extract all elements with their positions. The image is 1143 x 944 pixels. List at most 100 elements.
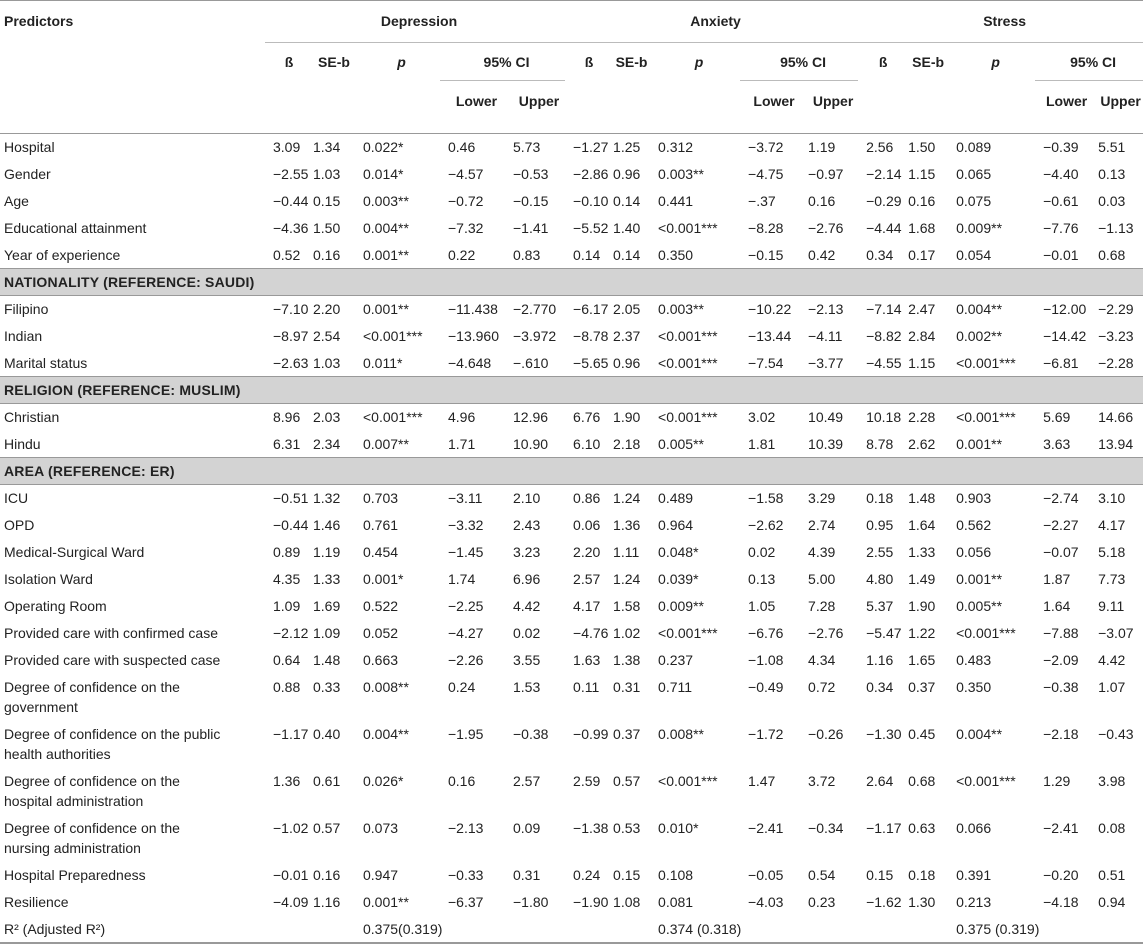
cell: −0.29 (866, 193, 902, 209)
data-row: Degree of confidence on the government 0.… (0, 674, 1143, 721)
cell: 0.001** (956, 435, 1003, 452)
cell: 4.17 (573, 598, 601, 614)
cell: 0.489 (658, 490, 694, 507)
cell: 0.86 (573, 490, 601, 507)
cell: 10.49 (808, 409, 844, 426)
cell: 0.46 (448, 139, 476, 156)
data-row: Medical-Surgical Ward 0.89 1.19 0.454 −1.45 3… (0, 539, 1143, 566)
cell: −0.10 (573, 193, 609, 209)
cell: <0.001*** (658, 772, 718, 789)
cell: −.610 (513, 354, 549, 371)
cell: 0.073 (363, 819, 399, 836)
row-label: OPD (4, 516, 35, 533)
cell: 0.903 (956, 490, 992, 507)
cell: 1.90 (908, 598, 936, 614)
row-label: Age (4, 192, 29, 209)
cell-spacer (858, 916, 948, 943)
cell: 0.004** (363, 220, 409, 236)
header-spacer (858, 81, 1035, 134)
cell: <0.001*** (363, 409, 423, 426)
column-header: SE-b (318, 53, 350, 70)
cell: 0.441 (658, 193, 694, 209)
cell: 2.56 (866, 139, 894, 156)
data-row: Resilience −4.09 1.16 0.001** −6.37 −1.80 −1.9… (0, 889, 1143, 916)
cell: 0.51 (1098, 867, 1126, 883)
cell: 1.46 (313, 517, 341, 533)
cell: −4.09 (273, 894, 309, 910)
cell: 0.001** (363, 301, 409, 318)
cell: 3.63 (1043, 435, 1071, 452)
data-row: Degree of confidence on the hospital adm… (0, 768, 1143, 815)
row-label: Medical-Surgical Ward (4, 543, 145, 560)
column-header: Lower (1045, 93, 1088, 109)
cell: 3.29 (808, 490, 836, 507)
cell: −4.76 (573, 625, 609, 641)
group-header: Stress (858, 0, 1143, 43)
cell: −0.97 (808, 166, 844, 182)
data-row: Provided care with confirmed case −2.12 1.… (0, 620, 1143, 647)
cell: 0.761 (363, 517, 399, 533)
cell: −8.82 (866, 328, 902, 344)
cell: 0.16 (908, 193, 936, 209)
cell: 12.96 (513, 409, 549, 426)
cell: −8.78 (573, 328, 609, 344)
cell: 1.50 (908, 139, 936, 156)
cell: 3.09 (273, 139, 301, 156)
cell: 1.69 (313, 598, 341, 614)
cell: 1.38 (613, 652, 641, 668)
row-label: Degree of confidence on the nursing admi… (4, 819, 180, 856)
cell: −3.32 (448, 517, 484, 533)
cell: −2.63 (273, 354, 309, 371)
row-label: ICU (4, 490, 29, 506)
cell: −2.26 (448, 652, 484, 668)
cell: 1.63 (573, 652, 601, 668)
cell: −1.80 (513, 894, 549, 910)
cell: 2.59 (573, 772, 601, 789)
cell: −2.25 (448, 598, 484, 614)
cell: 0.53 (613, 819, 641, 836)
column-header: Predictors (4, 13, 74, 29)
cell: 0.004** (956, 301, 1003, 318)
data-row: Degree of confidence on the nursing admi… (0, 815, 1143, 862)
cell: 0.02 (513, 625, 541, 641)
cell: 4.17 (1098, 517, 1126, 533)
cell: 0.57 (613, 772, 641, 789)
cell: 0.16 (313, 246, 341, 263)
cell: 0.02 (748, 544, 776, 560)
cell: −0.49 (748, 678, 784, 695)
data-row: Operating Room 1.09 1.69 0.522 −2.25 4.42 4.17… (0, 593, 1143, 620)
cell: 4.42 (1098, 652, 1126, 668)
cell: −0.33 (448, 867, 484, 883)
cell: 0.22 (448, 246, 476, 263)
cell: 1.24 (613, 490, 641, 507)
cell: 0.24 (448, 678, 476, 695)
cell: 1.15 (908, 354, 936, 371)
cell: 0.065 (956, 166, 992, 182)
cell: 1.71 (448, 435, 476, 452)
cell: 0.003** (363, 193, 409, 209)
cell: −4.57 (448, 166, 484, 182)
cell: −4.27 (448, 625, 484, 641)
row-label: Indian (4, 327, 43, 344)
cell: −2.86 (573, 166, 609, 182)
cell: 0.37 (613, 725, 641, 742)
cell: 7.28 (808, 598, 836, 614)
cell: 0.16 (448, 772, 476, 789)
cell: −1.08 (748, 652, 784, 668)
cell: −11.438 (448, 301, 498, 318)
cell: −1.17 (273, 725, 309, 742)
cell: 0.350 (658, 246, 694, 263)
cell: 1.29 (1043, 772, 1071, 789)
cell: −0.39 (1043, 139, 1079, 156)
row-label: Hindu (4, 435, 41, 452)
cell: 13.94 (1098, 435, 1134, 452)
cell: 0.350 (956, 678, 992, 695)
cell: 1.19 (808, 139, 836, 156)
cell: 1.47 (748, 772, 776, 789)
section-row: RELIGION (REFERENCE: MUSLIM) (0, 376, 1143, 404)
cell: 2.03 (313, 409, 341, 426)
footer-row: R² (Adjusted R²) 0.375(0.319) 0.374 (0.318… (0, 916, 1143, 943)
cell: 0.001** (956, 571, 1003, 587)
cell: 0.52 (273, 246, 301, 263)
row-label: Provided care with suspected case (4, 651, 221, 668)
